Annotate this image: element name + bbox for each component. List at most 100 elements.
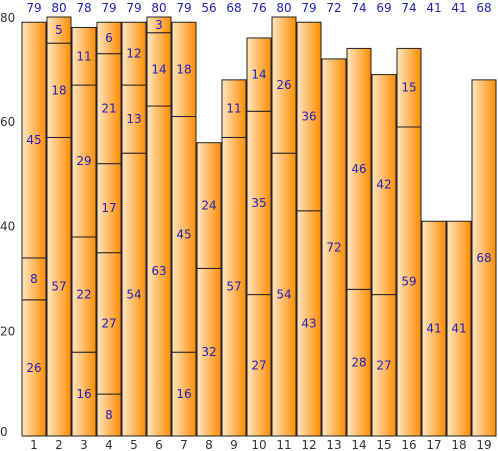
bar-segment: [146, 32, 172, 107]
bar-segment: [21, 299, 47, 437]
segment-value-label: 42: [376, 178, 391, 192]
bar-segment: [146, 16, 172, 34]
bar-segment: [196, 142, 222, 269]
bar-total-label: 79: [301, 1, 316, 15]
segment-value-label: 72: [326, 240, 341, 254]
x-tick-label: 7: [180, 438, 188, 451]
bar-total-label: 56: [201, 1, 216, 15]
bar-segment: [96, 21, 122, 55]
bar-total-label: 79: [101, 1, 116, 15]
bar-segment: [321, 58, 347, 437]
bar-total-label: 68: [476, 1, 491, 15]
bar-total-label: 41: [426, 1, 441, 15]
segment-value-label: 6: [105, 31, 113, 45]
bar-totals: 79 80 78 79 79 80 79 56 68 76 80 79 72 74 69 74 41 41 68: [26, 1, 491, 15]
bar-segment: [271, 16, 297, 154]
y-tick-label: 60: [0, 115, 15, 129]
segment-value-label: 11: [76, 49, 91, 63]
segment-value-label: 59: [401, 274, 416, 288]
bar-segment: [46, 16, 72, 44]
bar-segment: [396, 47, 422, 128]
bar-total-label: 79: [176, 1, 191, 15]
segment-value-label: 16: [176, 387, 191, 401]
segment-value-label: 5: [55, 23, 63, 37]
bar-segment: [71, 84, 97, 238]
bar-total-label: 79: [126, 1, 141, 15]
segment-value-label: 57: [51, 280, 66, 294]
x-tick-label: 15: [376, 438, 391, 451]
segment-value-label: 3: [155, 18, 163, 32]
bar-segment: [246, 37, 272, 112]
y-tick-label: 40: [0, 220, 15, 234]
segment-value-label: 68: [476, 251, 491, 265]
bar-segment: [71, 236, 97, 353]
segment-value-label: 27: [251, 358, 266, 372]
segment-value-label: 14: [251, 68, 266, 82]
bar-segment: [296, 210, 322, 437]
bar-total-label: 78: [76, 1, 91, 15]
bar-segment: [21, 257, 47, 301]
segment-value-label: 27: [101, 316, 116, 330]
segment-value-label: 45: [176, 227, 191, 241]
bar-segment: [171, 21, 197, 118]
segment-value-label: 18: [176, 62, 191, 76]
segment-value-label: 17: [101, 201, 116, 215]
bar-total-label: 69: [376, 1, 391, 15]
y-tick-label: 20: [0, 324, 15, 338]
bar-total-label: 72: [326, 1, 341, 15]
bar-segment: [196, 267, 222, 437]
segment-value-label: 54: [126, 288, 141, 302]
x-tick-label: 6: [155, 438, 163, 451]
segment-value-label: 15: [401, 81, 416, 95]
x-tick-label: 5: [130, 438, 138, 451]
bar-segment: [121, 84, 147, 154]
x-tick-label: 9: [230, 438, 238, 451]
segment-value-label: 35: [251, 196, 266, 210]
x-tick-label: 17: [426, 438, 441, 451]
bar-segment: [421, 220, 447, 437]
segment-value-label: 32: [201, 345, 216, 359]
x-tick-label: 2: [55, 438, 63, 451]
segment-value-label: 27: [376, 358, 391, 372]
y-tick-label: 80: [0, 11, 15, 25]
segment-value-label: 26: [26, 361, 41, 375]
segment-value-label: 8: [105, 408, 113, 422]
segment-value-label: 24: [201, 199, 216, 213]
x-tick-label: 14: [351, 438, 366, 451]
bar-total-label: 74: [351, 1, 366, 15]
bar-segment: [171, 116, 197, 353]
segment-value-label: 36: [301, 110, 316, 124]
x-axis: 1 2 3 4 5 6 7 8 9 10 11 12 13 14 15 16 17 18 19: [30, 438, 491, 451]
bar-segment: [96, 163, 122, 254]
segment-value-label: 41: [426, 322, 441, 336]
segment-value-label: 8: [30, 272, 38, 286]
bar-segment: [121, 21, 147, 86]
segment-value-label: 18: [51, 83, 66, 97]
bar-segment: [46, 136, 72, 437]
segment-value-label: 63: [151, 264, 166, 278]
bar-segment: [121, 152, 147, 437]
bar-segment: [146, 105, 172, 437]
bar-total-label: 79: [26, 1, 41, 15]
segment-value-label: 29: [76, 154, 91, 168]
bar-segment: [96, 393, 122, 437]
bar-segment: [296, 21, 322, 212]
segment-value-label: 11: [226, 102, 241, 116]
bar-segment: [221, 79, 247, 138]
bar-segment: [371, 74, 397, 296]
bar-total-label: 80: [151, 1, 166, 15]
bar-total-label: 80: [276, 1, 291, 15]
bar-total-label: 68: [226, 1, 241, 15]
bar-segment: [71, 26, 97, 86]
x-tick-label: 12: [301, 438, 316, 451]
x-tick-label: 19: [476, 438, 491, 451]
bar-segment: [71, 351, 97, 437]
segment-value-label: 54: [276, 288, 291, 302]
bar-segment: [221, 136, 247, 437]
bar-segment: [446, 220, 472, 437]
bar-segment: [471, 79, 497, 437]
segment-value-label: 16: [76, 387, 91, 401]
x-tick-label: 16: [401, 438, 416, 451]
segment-value-label: 45: [26, 133, 41, 147]
